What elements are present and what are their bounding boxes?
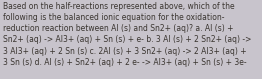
Text: Based on the half-reactions represented above, which of the
following is the bal: Based on the half-reactions represented … (3, 2, 251, 67)
